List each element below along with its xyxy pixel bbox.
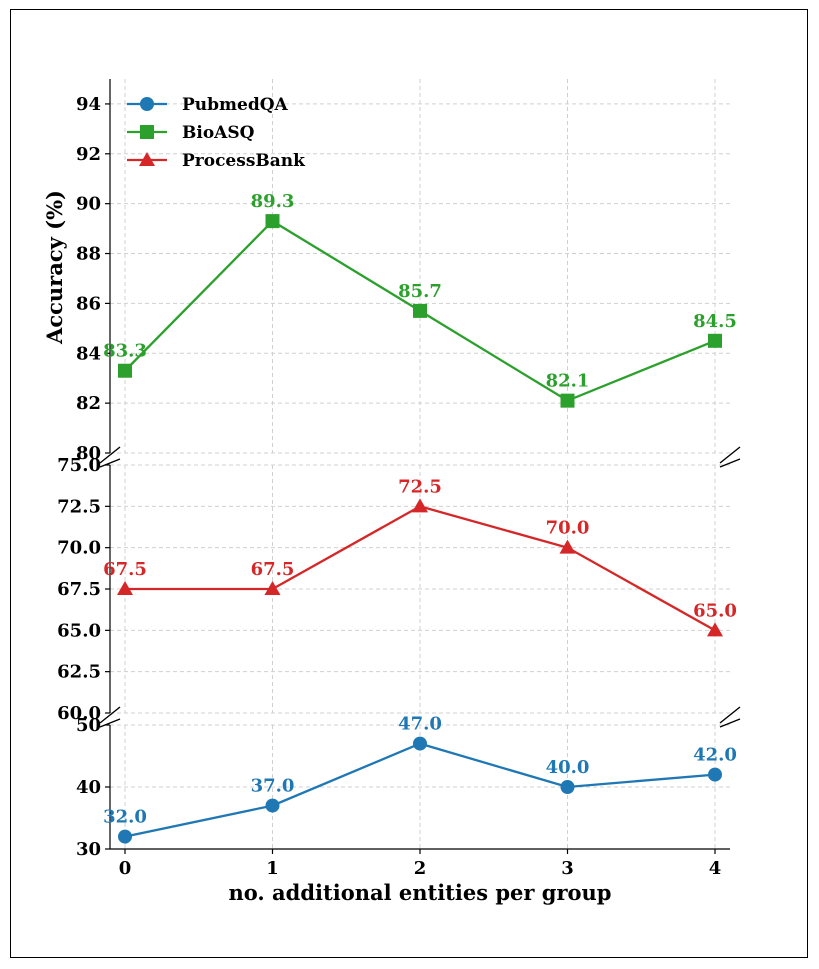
data-point-pubmedqa — [708, 767, 722, 782]
y-tick-label: 84 — [76, 343, 101, 364]
data-label-pubmedqa: 32.0 — [103, 807, 147, 828]
data-label-pubmedqa: 42.0 — [693, 745, 737, 766]
y-tick-label: 65.0 — [57, 620, 101, 641]
data-point-bioasq — [708, 333, 722, 348]
data-point-processbank — [412, 498, 428, 513]
y-tick-label: 60.0 — [57, 703, 101, 724]
data-point-bioasq — [118, 363, 132, 378]
data-label-processbank: 72.5 — [398, 476, 442, 497]
data-label-pubmedqa: 40.0 — [546, 757, 590, 778]
y-tick-label: 80 — [76, 443, 101, 464]
x-tick-label: 4 — [709, 858, 722, 879]
data-label-processbank: 70.0 — [546, 518, 590, 539]
data-label-processbank: 65.0 — [693, 600, 737, 621]
data-label-bioasq: 85.7 — [398, 281, 442, 302]
x-tick-label: 1 — [266, 858, 279, 879]
figure-frame — [10, 9, 808, 958]
data-point-processbank — [264, 581, 281, 595]
axis-break-mark — [719, 446, 741, 464]
axis-break-mark — [99, 718, 121, 728]
data-point-pubmedqa — [560, 780, 575, 794]
legend-label: ProcessBank — [182, 151, 306, 171]
data-point-pubmedqa — [265, 798, 280, 813]
data-label-processbank: 67.5 — [251, 559, 295, 580]
y-tick-label: 90 — [76, 194, 101, 215]
axis-break-mark — [719, 706, 741, 724]
legend: PubmedQA BioASQ ProcessBank — [127, 95, 306, 171]
data-point-bioasq — [265, 214, 280, 229]
y-tick-label: 82 — [76, 393, 101, 414]
axis-break-mark — [99, 446, 121, 464]
y-tick-label: 70.0 — [57, 538, 101, 559]
y-tick-label: 75.0 — [57, 455, 101, 476]
data-point-bioasq — [560, 393, 575, 408]
legend-marker — [140, 97, 154, 111]
data-label-bioasq: 84.5 — [693, 311, 737, 332]
data-label-bioasq: 83.3 — [103, 341, 147, 362]
x-tick-label: 2 — [414, 858, 427, 879]
y-tick-label: 62.5 — [57, 662, 101, 683]
data-point-bioasq — [413, 303, 427, 318]
y-tick-label: 94 — [76, 94, 101, 115]
data-label-pubmedqa: 47.0 — [398, 714, 442, 735]
data-layer: 83.3 89.3 85.7 82.1 84.5 67.5 67.5 72.5 70.0 65.0… — [103, 191, 737, 844]
y-tick-label: 72.5 — [57, 496, 101, 517]
legend-marker — [139, 152, 155, 166]
axis-break-mark — [99, 458, 121, 468]
axes: 808284868890929460.062.565.067.570.072.5… — [42, 79, 741, 905]
data-label-bioasq: 89.3 — [251, 191, 295, 212]
data-point-pubmedqa — [413, 736, 427, 751]
y-tick-label: 40 — [76, 777, 101, 798]
data-point-processbank — [707, 622, 723, 637]
axis-break-mark — [99, 706, 121, 724]
legend-label: PubmedQA — [182, 95, 289, 115]
data-label-pubmedqa: 37.0 — [251, 776, 295, 797]
y-tick-label: 50 — [76, 715, 101, 736]
y-tick-label: 67.5 — [57, 579, 101, 600]
data-point-pubmedqa — [118, 829, 132, 844]
axis-break-mark — [719, 458, 741, 468]
x-tick-label: 3 — [561, 858, 574, 879]
axis-break-mark — [719, 718, 741, 728]
y-tick-label: 86 — [76, 293, 101, 314]
data-point-processbank — [117, 581, 133, 595]
x-axis-label: no. additional entities per group — [229, 880, 612, 905]
y-tick-label: 92 — [76, 144, 101, 165]
x-tick-label: 0 — [119, 858, 132, 879]
data-label-processbank: 67.5 — [103, 559, 147, 580]
y-tick-label: 30 — [76, 839, 101, 860]
legend-marker — [140, 125, 154, 139]
y-tick-label: 88 — [76, 244, 101, 265]
y-axis-label: Accuracy (%) — [42, 190, 67, 345]
data-label-bioasq: 82.1 — [546, 371, 590, 392]
data-point-processbank — [559, 539, 576, 554]
legend-label: BioASQ — [182, 123, 255, 143]
